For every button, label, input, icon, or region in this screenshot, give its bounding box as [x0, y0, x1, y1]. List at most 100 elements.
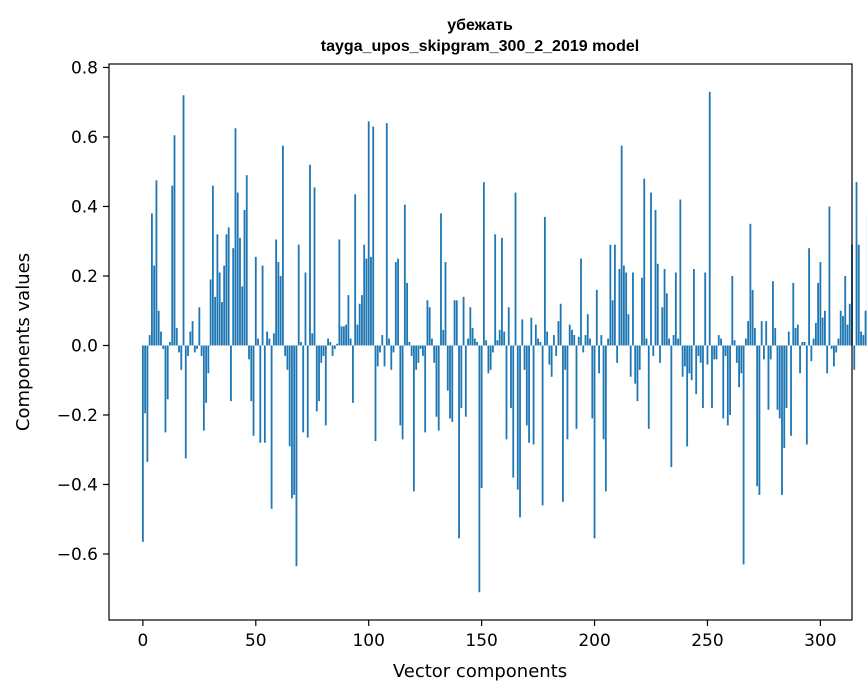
bar-component-192 — [575, 345, 578, 429]
bar-component-299 — [817, 282, 820, 346]
bar-component-200 — [593, 345, 596, 539]
bar-component-212 — [620, 145, 623, 346]
bar-component-298 — [814, 322, 817, 346]
bar-component-210 — [616, 345, 619, 363]
bar-component-297 — [812, 338, 815, 346]
bar-component-21 — [189, 331, 192, 346]
bar-component-206 — [607, 338, 609, 346]
bar-component-32 — [214, 296, 217, 346]
bar-component-226 — [652, 345, 655, 356]
bar-component-133 — [442, 329, 445, 346]
x-tick-label: 200 — [578, 631, 610, 651]
bar-component-175 — [537, 338, 539, 346]
bar-component-134 — [444, 262, 447, 346]
bar-component-113 — [397, 258, 399, 346]
bar-component-253 — [713, 345, 716, 360]
y-axis-ticks: −0.6 −0.4 −0.2 0.0 0.2 0.4 0.6 0.8 — [57, 58, 109, 565]
bar-component-230 — [661, 307, 664, 346]
bar-component-285 — [785, 345, 788, 409]
bar-component-196 — [584, 335, 587, 346]
bar-component-79 — [320, 345, 323, 363]
bar-component-80 — [322, 345, 325, 356]
bar-component-42 — [236, 192, 239, 346]
bar-component-216 — [629, 345, 632, 377]
bar-component-275 — [763, 345, 765, 360]
bar-component-186 — [562, 345, 564, 502]
bar-component-50 — [254, 256, 257, 346]
bar-component-241 — [686, 345, 689, 447]
bar-component-88 — [340, 326, 343, 346]
bar-component-74 — [309, 164, 311, 346]
bar-component-143 — [464, 345, 467, 417]
bar-component-30 — [209, 279, 212, 346]
bar-component-104 — [376, 345, 379, 367]
bar-component-204 — [602, 345, 605, 440]
bar-component-97 — [361, 295, 363, 346]
bar-component-205 — [604, 345, 607, 492]
bar-component-281 — [776, 345, 779, 410]
bar-component-105 — [379, 345, 381, 353]
bar-component-132 — [440, 213, 442, 346]
bar-component-142 — [462, 296, 465, 346]
bar-component-7 — [157, 310, 160, 346]
bar-component-239 — [681, 345, 684, 377]
bar-component-265 — [740, 345, 743, 374]
bar-component-94 — [354, 194, 357, 346]
bar-component-91 — [347, 295, 350, 346]
bar-component-199 — [591, 345, 594, 419]
bar-component-155 — [492, 345, 494, 353]
bar-component-294 — [805, 345, 808, 445]
bar-component-263 — [735, 345, 738, 363]
bar-component-306 — [833, 345, 835, 367]
bar-component-165 — [514, 192, 517, 346]
bar-component-136 — [449, 345, 451, 419]
bar-component-222 — [643, 178, 646, 346]
bar-component-203 — [600, 335, 603, 346]
bar-component-291 — [799, 345, 801, 374]
bar-component-272 — [756, 345, 759, 487]
bar-component-29 — [207, 345, 210, 374]
bar-component-214 — [625, 272, 628, 346]
bar-component-106 — [381, 335, 384, 346]
bar-component-103 — [374, 345, 377, 442]
bar-component-288 — [792, 282, 795, 346]
bar-component-131 — [437, 345, 440, 431]
bar-component-81 — [324, 345, 327, 426]
bar-component-224 — [647, 345, 650, 429]
bar-component-48 — [250, 345, 253, 402]
bar-component-292 — [801, 342, 804, 346]
bar-component-154 — [489, 345, 492, 370]
bar-component-11 — [166, 345, 169, 400]
bar-component-316 — [855, 182, 858, 346]
bar-component-238 — [679, 199, 682, 346]
bar-component-151 — [482, 182, 485, 346]
y-axis-label: Components values — [13, 253, 34, 431]
bar-component-176 — [539, 342, 542, 346]
y-tick-label: 0.0 — [71, 336, 98, 356]
bar-component-84 — [331, 345, 334, 356]
bar-component-232 — [665, 293, 668, 346]
bar-component-185 — [559, 303, 562, 346]
bar-component-89 — [342, 326, 345, 346]
bar-component-182 — [552, 335, 555, 346]
bar-component-35 — [221, 302, 223, 346]
bar-component-127 — [428, 307, 431, 346]
bar-component-240 — [683, 345, 686, 367]
bar-component-137 — [451, 345, 454, 422]
bar-component-255 — [717, 335, 720, 346]
bar-component-242 — [688, 345, 691, 374]
bar-component-16 — [178, 345, 180, 353]
bar-component-107 — [383, 345, 386, 367]
bar-component-52 — [259, 345, 262, 443]
bar-component-310 — [842, 315, 844, 346]
x-tick-label: 150 — [465, 631, 497, 651]
bar-component-293 — [803, 342, 806, 346]
bar-component-149 — [478, 345, 481, 593]
bar-component-36 — [223, 265, 226, 346]
bar-component-41 — [234, 128, 237, 346]
bar-component-301 — [821, 317, 824, 346]
bar-component-228 — [656, 263, 659, 346]
bar-component-271 — [753, 328, 756, 346]
